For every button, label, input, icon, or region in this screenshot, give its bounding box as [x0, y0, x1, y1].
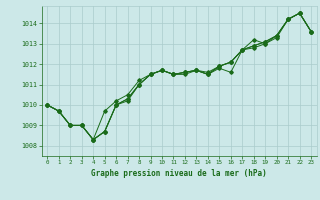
X-axis label: Graphe pression niveau de la mer (hPa): Graphe pression niveau de la mer (hPa)	[91, 169, 267, 178]
